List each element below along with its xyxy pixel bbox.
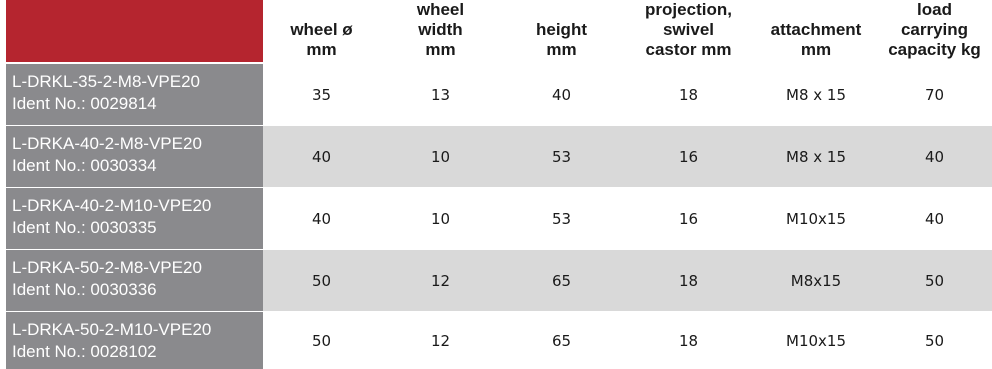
- cell-wheel-width: 12: [430, 331, 451, 350]
- ident-number: Ident No.: 0030335: [12, 218, 157, 237]
- header-line: mm: [800, 40, 832, 59]
- ident-number: Ident No.: 0030336: [12, 280, 157, 299]
- cell-height: 65: [551, 331, 572, 350]
- cell-attachment: M10x15: [786, 331, 846, 350]
- cell-projection: 18: [678, 85, 699, 104]
- header-line: width: [418, 20, 463, 39]
- header-line: mm: [546, 40, 577, 59]
- cell-attachment: M10x15: [786, 209, 846, 228]
- product-name: L-DRKA-50-2-M8-VPE20: [12, 258, 202, 277]
- row-label: L-DRKL-35-2-M8-VPE20 Ident No.: 0029814: [6, 64, 263, 125]
- column-header-wheel-diameter: wheel ø mm: [263, 0, 380, 62]
- header-corner-block: [6, 0, 263, 62]
- row-background: [263, 126, 992, 187]
- cell-height: 53: [551, 209, 572, 228]
- header-line: mm: [425, 40, 456, 59]
- cell-load-capacity: 70: [924, 85, 945, 104]
- header-line: castor mm: [645, 40, 732, 59]
- column-header-load-capacity: load carrying capacity kg: [877, 0, 992, 62]
- header-line: projection,: [645, 0, 732, 19]
- table-row: L-DRKA-40-2-M8-VPE20 Ident No.: 0030334 …: [0, 126, 992, 187]
- product-name: L-DRKA-40-2-M8-VPE20: [12, 134, 202, 153]
- cell-projection: 16: [678, 209, 699, 228]
- header-line: attachment: [770, 20, 862, 39]
- cell-projection: 16: [678, 147, 699, 166]
- column-header-projection: projection, swivel castor mm: [622, 0, 755, 62]
- cell-height: 53: [551, 147, 572, 166]
- cell-attachment: M8 x 15: [786, 147, 846, 166]
- cell-wheel-diameter: 40: [311, 209, 332, 228]
- ident-number: Ident No.: 0028102: [12, 342, 157, 361]
- cell-wheel-width: 13: [430, 85, 451, 104]
- cell-wheel-diameter: 35: [311, 85, 332, 104]
- cell-load-capacity: 40: [924, 209, 945, 228]
- ident-number: Ident No.: 0030334: [12, 156, 157, 175]
- column-header-height: height mm: [501, 0, 622, 62]
- header-line: carrying: [900, 20, 969, 39]
- row-label: L-DRKA-50-2-M10-VPE20 Ident No.: 0028102: [6, 312, 263, 369]
- cell-height: 40: [551, 85, 572, 104]
- column-header-attachment: attachment mm: [755, 0, 877, 62]
- cell-wheel-width: 12: [430, 271, 451, 290]
- cell-projection: 18: [678, 271, 699, 290]
- ident-number: Ident No.: 0029814: [12, 94, 157, 113]
- product-name: L-DRKA-40-2-M10-VPE20: [12, 196, 212, 215]
- cell-attachment: M8 x 15: [786, 85, 846, 104]
- cell-load-capacity: 40: [924, 147, 945, 166]
- table-row: L-DRKL-35-2-M8-VPE20 Ident No.: 0029814 …: [0, 64, 992, 125]
- row-background: [263, 250, 992, 311]
- product-name: L-DRKL-35-2-M8-VPE20: [12, 72, 201, 91]
- header-line: swivel: [662, 20, 715, 39]
- cell-wheel-width: 10: [430, 209, 451, 228]
- cell-height: 65: [551, 271, 572, 290]
- cell-load-capacity: 50: [924, 331, 945, 350]
- cell-wheel-width: 10: [430, 147, 451, 166]
- cell-wheel-diameter: 50: [311, 331, 332, 350]
- header-line: mm: [306, 40, 337, 59]
- row-label: L-DRKA-50-2-M8-VPE20 Ident No.: 0030336: [6, 250, 263, 311]
- cell-wheel-diameter: 50: [311, 271, 332, 290]
- cell-load-capacity: 50: [924, 271, 945, 290]
- header-line: wheel ø: [290, 20, 353, 39]
- column-header-wheel-width: wheel width mm: [380, 0, 501, 62]
- table-row: L-DRKA-50-2-M10-VPE20 Ident No.: 0028102…: [0, 312, 992, 369]
- row-label: L-DRKA-40-2-M8-VPE20 Ident No.: 0030334: [6, 126, 263, 187]
- header-line: wheel: [416, 0, 465, 19]
- header-line: height: [536, 20, 587, 39]
- product-name: L-DRKA-50-2-M10-VPE20: [12, 320, 212, 339]
- header-line: capacity kg: [888, 40, 981, 59]
- header-line: load: [917, 0, 952, 19]
- cell-attachment: M8x15: [790, 271, 842, 290]
- table-row: L-DRKA-40-2-M10-VPE20 Ident No.: 0030335…: [0, 188, 992, 249]
- row-label: L-DRKA-40-2-M10-VPE20 Ident No.: 0030335: [6, 188, 263, 249]
- cell-wheel-diameter: 40: [311, 147, 332, 166]
- table-row: L-DRKA-50-2-M8-VPE20 Ident No.: 0030336 …: [0, 250, 992, 311]
- cell-projection: 18: [678, 331, 699, 350]
